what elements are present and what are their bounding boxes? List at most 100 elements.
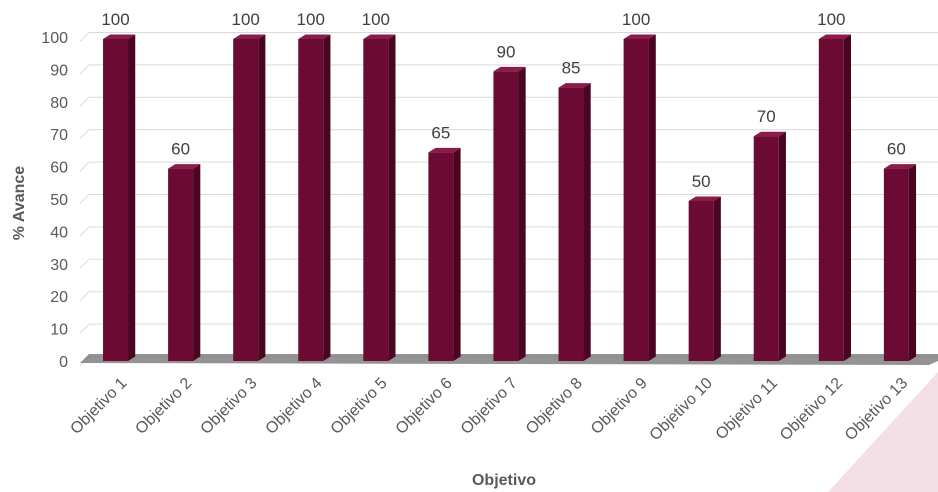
bar-top — [363, 34, 396, 39]
data-label: 50 — [692, 172, 711, 191]
bar — [428, 147, 461, 361]
x-tick-label: Objetivo 10 — [647, 375, 716, 444]
y-tick-label: 100 — [41, 30, 68, 47]
bar-top — [688, 196, 721, 201]
bar-front — [623, 39, 649, 361]
bar-side — [193, 164, 201, 361]
x-axis-title: Objetivo — [472, 472, 536, 489]
bar-side — [388, 34, 396, 361]
bar-front — [493, 71, 519, 362]
bar-side — [908, 164, 917, 361]
data-label: 100 — [297, 10, 325, 29]
data-label: 60 — [171, 140, 190, 159]
bar-front — [688, 201, 714, 361]
y-tick-label: 10 — [50, 322, 68, 339]
data-label: 100 — [362, 10, 390, 29]
x-tick-label: Objetivo 5 — [328, 375, 391, 438]
x-tick-label: Objetivo 8 — [523, 375, 586, 438]
bar-front — [298, 39, 324, 361]
bar-top — [233, 34, 266, 39]
y-tick-label: 30 — [50, 257, 68, 274]
bar-top — [298, 34, 331, 39]
x-tick-label: Objetivo 12 — [777, 375, 846, 444]
bar — [688, 196, 721, 361]
bar-front — [363, 39, 389, 361]
y-tick-label: 90 — [50, 62, 68, 79]
bar-top — [168, 164, 201, 169]
bar-side — [778, 131, 786, 361]
x-tick-label: Objetivo 9 — [588, 375, 651, 438]
bar-side — [453, 147, 461, 361]
y-axis-title: % Avance — [11, 166, 28, 241]
data-label: 65 — [431, 123, 450, 142]
bar-side — [648, 34, 656, 361]
bar — [363, 34, 396, 361]
bar — [558, 83, 591, 361]
bar-top — [103, 34, 136, 39]
bar-front — [233, 39, 259, 361]
gridline — [79, 96, 90, 107]
bar-top — [493, 66, 526, 72]
bar-front — [818, 39, 844, 361]
gridline — [79, 32, 90, 42]
data-label: 85 — [562, 59, 581, 78]
bars — [103, 34, 917, 362]
bar-side — [843, 34, 852, 361]
x-tick-labels: Objetivo 1 Objetivo 2 Objetivo 3 Objetivo 4… — [67, 375, 911, 444]
bar — [168, 164, 201, 361]
bar-front — [558, 87, 584, 361]
bar — [103, 34, 136, 361]
bar — [883, 164, 917, 361]
y-tick-label: 70 — [50, 127, 68, 144]
bar-top — [753, 131, 786, 137]
gridline — [79, 64, 90, 75]
bar-side — [713, 196, 721, 361]
y-tick-labels: 0 10 20 30 40 50 60 70 80 90 100 — [41, 30, 68, 371]
bar-side — [518, 66, 526, 362]
x-tick-label: Objetivo 7 — [458, 375, 521, 438]
data-label: 100 — [231, 10, 259, 29]
bar-top — [883, 164, 917, 169]
gridline — [79, 323, 90, 334]
data-label: 90 — [496, 42, 515, 61]
gridline — [79, 129, 90, 140]
bar-top — [623, 34, 656, 39]
bar — [233, 34, 266, 361]
bar-side — [128, 34, 136, 361]
bar-front — [753, 136, 779, 361]
bar-side — [323, 34, 331, 361]
x-tick-label: Objetivo 2 — [132, 375, 195, 438]
bar-side — [258, 34, 266, 361]
gridline — [79, 226, 90, 237]
y-tick-label: 50 — [50, 192, 68, 209]
bar — [753, 131, 786, 361]
bar-front — [883, 168, 909, 361]
x-tick-label: Objetivo 6 — [393, 375, 456, 438]
bar-front — [103, 39, 129, 361]
x-tick-label: Objetivo 3 — [198, 375, 261, 438]
data-label: 60 — [887, 140, 906, 159]
data-label: 100 — [622, 10, 650, 29]
bar — [623, 34, 656, 361]
bar-front — [428, 152, 454, 361]
gridline — [79, 258, 90, 269]
bar — [818, 34, 852, 361]
y-tick-label: 20 — [50, 289, 68, 306]
x-tick-label: Objetivo 11 — [713, 375, 781, 443]
bar-side — [583, 83, 591, 361]
y-tick-label: 80 — [50, 95, 68, 112]
gridline — [79, 291, 90, 302]
bar-top — [818, 34, 852, 39]
data-label: 100 — [817, 10, 845, 29]
data-label: 100 — [101, 10, 129, 29]
y-tick-label: 0 — [59, 354, 68, 371]
bar-top — [428, 147, 461, 153]
bar-top — [558, 83, 591, 88]
data-labels: 100 60 100 100 100 65 90 85 100 50 70 100 60 — [101, 10, 905, 191]
x-tick-label: Objetivo 1 — [67, 375, 130, 438]
y-tick-label: 60 — [50, 160, 68, 177]
gridline — [79, 194, 90, 204]
y-tick-label: 40 — [50, 224, 68, 241]
data-label: 70 — [757, 107, 776, 126]
